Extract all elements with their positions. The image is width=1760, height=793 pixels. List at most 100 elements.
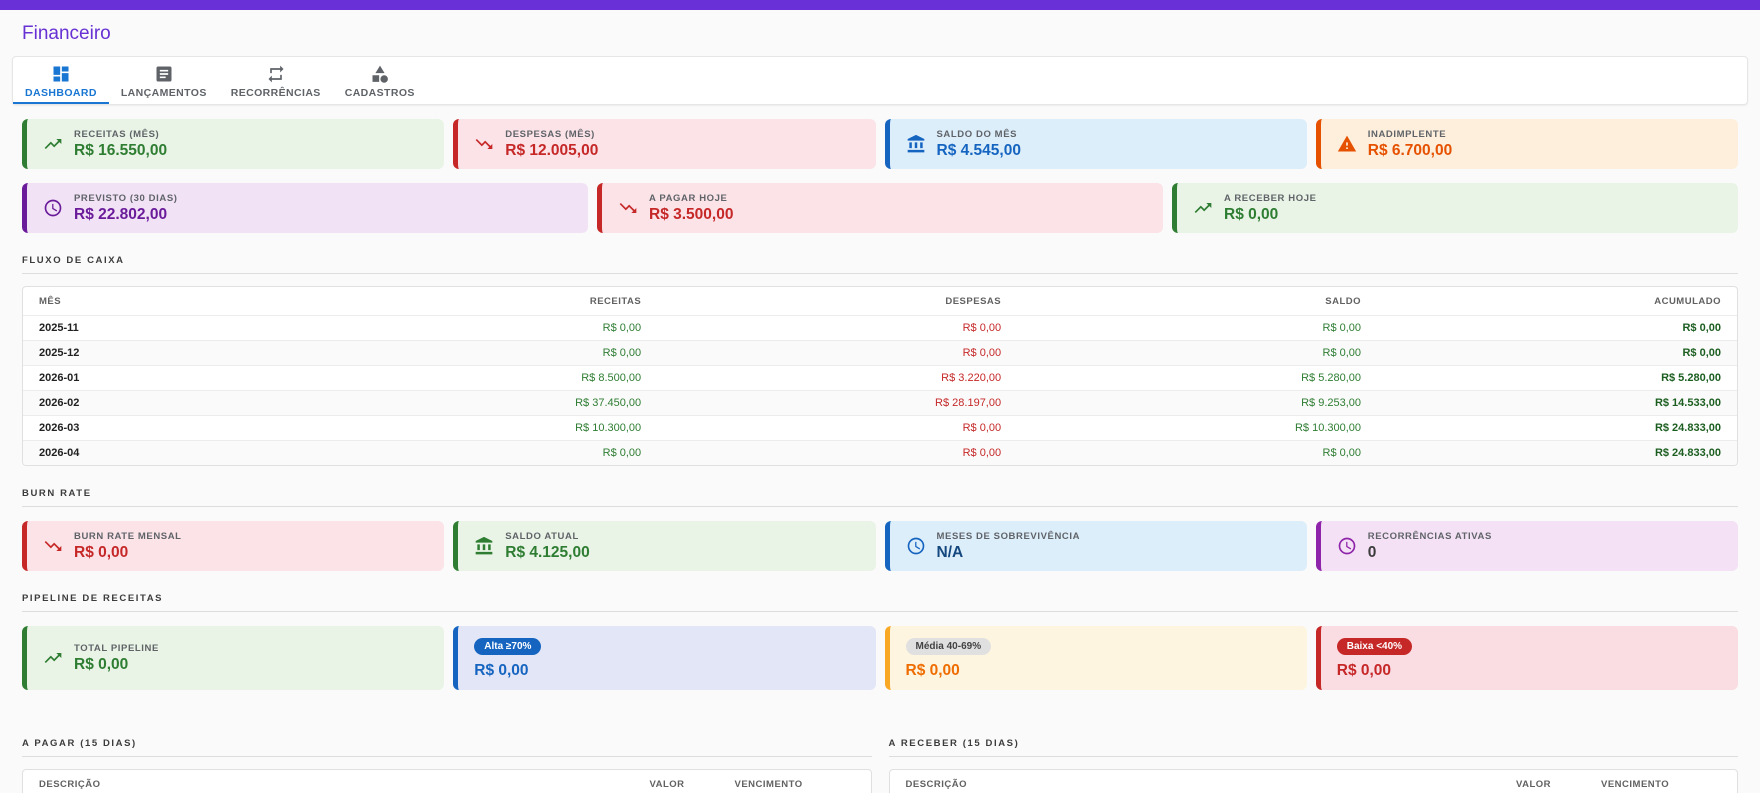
dashboard-icon xyxy=(53,66,69,82)
cashflow-row: 2025-11 R$ 0,00 R$ 0,00 R$ 0,00 R$ 0,00 xyxy=(23,315,1737,341)
bank-icon xyxy=(475,536,493,555)
kpi-label: INADIMPLENTE xyxy=(1367,128,1447,140)
cell-despesas: R$ 0,00 xyxy=(657,340,1018,366)
kpi-value: R$ 12.005,00 xyxy=(505,141,599,159)
cell-despesas: R$ 0,00 xyxy=(657,315,1018,341)
trending-down-icon xyxy=(619,203,637,213)
receivables-table: DESCRIÇÃO VALOR VENCIMENTO Assessoria Ju… xyxy=(888,769,1738,793)
divider xyxy=(22,273,1738,274)
kpi-value: R$ 4.125,00 xyxy=(505,543,590,561)
cashflow-row: 2026-03 R$ 10.300,00 R$ 0,00 R$ 10.300,0… xyxy=(23,415,1737,441)
category-icon xyxy=(372,65,388,83)
burn-rate-row: BURN RATE MENSAL R$ 0,00 SALDO ATUAL R$ … xyxy=(22,521,1738,571)
cell-despesas: R$ 0,00 xyxy=(657,415,1018,441)
section-title-fluxo-de-caixa: FLUXO DE CAIXA xyxy=(22,255,125,266)
cell-saldo: R$ 0,00 xyxy=(1017,315,1378,341)
tab-dashboard[interactable]: DASHBOARD xyxy=(13,57,109,104)
cashflow-row: 2025-12 R$ 0,00 R$ 0,00 R$ 0,00 R$ 0,00 xyxy=(23,340,1737,366)
cell-receitas: R$ 0,00 xyxy=(382,440,658,465)
cell-month: 2026-01 xyxy=(23,365,383,391)
kpi-row-1: RECEITAS (MÊS) R$ 16.550,00 DESPESAS (MÊ… xyxy=(22,119,1738,169)
cell-acumulado: R$ 0,00 xyxy=(1377,315,1737,341)
kpi-value: R$ 4.545,00 xyxy=(936,141,1021,159)
kpi-value: R$ 0,00 xyxy=(905,662,960,679)
probability-badge: Alta ≥70% xyxy=(474,638,542,655)
repeat-icon xyxy=(268,65,284,83)
tab-label: LANÇAMENTOS xyxy=(120,87,207,99)
col-despesas: DESPESAS xyxy=(945,296,1002,307)
tab-lancamentos[interactable]: LANÇAMENTOS xyxy=(109,57,219,104)
tab-recorrencias[interactable]: RECORRÊNCIAS xyxy=(219,57,333,104)
kpi-card-inadimplente: INADIMPLENTE R$ 6.700,00 xyxy=(1315,119,1738,169)
cell-receitas: R$ 10.300,00 xyxy=(382,415,658,441)
kpi-label: SALDO ATUAL xyxy=(505,530,579,542)
cell-acumulado: R$ 24.833,00 xyxy=(1377,415,1737,441)
kpi-label: TOTAL PIPELINE xyxy=(74,642,159,654)
trending-down-icon xyxy=(44,541,62,551)
col-receitas: RECEITAS xyxy=(589,296,642,307)
trending-up-icon xyxy=(44,139,62,149)
col-vencimento: VENCIMENTO xyxy=(734,779,803,790)
cell-despesas: R$ 3.220,00 xyxy=(657,365,1018,391)
top-accent-bar xyxy=(0,0,1760,10)
divider xyxy=(22,506,1738,507)
cell-despesas: R$ 28.197,00 xyxy=(657,390,1018,416)
col-descricao: DESCRIÇÃO xyxy=(905,779,968,790)
payables-header-row: DESCRIÇÃO VALOR VENCIMENTO xyxy=(23,770,871,793)
cashflow-row: 2026-01 R$ 8.500,00 R$ 3.220,00 R$ 5.280… xyxy=(23,365,1737,391)
cell-despesas: R$ 0,00 xyxy=(657,440,1018,465)
cell-month: 2025-12 xyxy=(23,340,383,366)
tab-bar: DASHBOARD LANÇAMENTOS RECORRÊNCIAS CADAS… xyxy=(12,56,1748,105)
cell-saldo: R$ 5.280,00 xyxy=(1017,365,1378,391)
col-valor: VALOR xyxy=(1515,779,1551,790)
cell-month: 2026-04 xyxy=(23,440,383,465)
col-vencimento: VENCIMENTO xyxy=(1601,779,1670,790)
kpi-value: R$ 0,00 xyxy=(1336,662,1392,679)
cashflow-row: 2026-04 R$ 0,00 R$ 0,00 R$ 0,00 R$ 24.83… xyxy=(23,440,1737,465)
pipeline-card-alta: Alta ≥70% R$ 0,00 xyxy=(453,626,876,690)
receivables-header-row: DESCRIÇÃO VALOR VENCIMENTO xyxy=(890,770,1738,793)
kpi-card-total-pipeline: TOTAL PIPELINE R$ 0,00 xyxy=(22,626,445,690)
kpi-value: N/A xyxy=(936,543,964,561)
kpi-value: R$ 22.802,00 xyxy=(74,205,168,223)
trending-up-icon xyxy=(1194,203,1212,213)
section-title-burn-rate: BURN RATE xyxy=(22,488,92,499)
clock-icon xyxy=(907,537,924,555)
divider xyxy=(888,756,1738,757)
kpi-label: A PAGAR HOJE xyxy=(649,192,728,204)
tab-cadastros[interactable]: CADASTROS xyxy=(333,57,427,104)
kpi-card-receitas-mes: RECEITAS (MÊS) R$ 16.550,00 xyxy=(22,119,445,169)
probability-badge: Baixa <40% xyxy=(1336,638,1413,655)
warning-icon xyxy=(1337,135,1356,152)
tab-label: DASHBOARD xyxy=(25,87,97,99)
cell-receitas: R$ 0,00 xyxy=(382,340,658,366)
trending-down-icon xyxy=(475,139,493,149)
cell-saldo: R$ 10.300,00 xyxy=(1017,415,1378,441)
kpi-card-burn-rate-mensal: BURN RATE MENSAL R$ 0,00 xyxy=(22,521,445,571)
kpi-card-saldo-mes: SALDO DO MÊS R$ 4.545,00 xyxy=(884,119,1307,169)
pipeline-row: TOTAL PIPELINE R$ 0,00 Alta ≥70% R$ 0,00… xyxy=(22,626,1738,690)
kpi-value: R$ 3.500,00 xyxy=(649,205,734,223)
kpi-card-previsto: PREVISTO (30 DIAS) R$ 22.802,00 xyxy=(22,183,588,233)
cell-receitas: R$ 0,00 xyxy=(382,315,658,341)
kpi-value: R$ 6.700,00 xyxy=(1367,141,1453,159)
page-title: Financeiro xyxy=(22,23,111,44)
cashflow-row: 2026-02 R$ 37.450,00 R$ 28.197,00 R$ 9.2… xyxy=(23,390,1737,416)
cell-saldo: R$ 0,00 xyxy=(1017,440,1378,465)
cell-month: 2026-02 xyxy=(23,390,383,416)
cell-acumulado: R$ 24.833,00 xyxy=(1377,440,1737,465)
kpi-label: A RECEBER HOJE xyxy=(1224,192,1317,204)
kpi-card-despesas-mes: DESPESAS (MÊS) R$ 12.005,00 xyxy=(453,119,876,169)
kpi-label: BURN RATE MENSAL xyxy=(74,530,182,542)
clock-icon xyxy=(1338,537,1356,555)
tab-label: RECORRÊNCIAS xyxy=(230,87,321,99)
cell-receitas: R$ 37.450,00 xyxy=(382,390,658,416)
divider xyxy=(22,756,872,757)
pipeline-card-media: Média 40-69% R$ 0,00 xyxy=(884,626,1307,690)
kpi-label: RECEITAS (MÊS) xyxy=(74,128,160,140)
col-saldo: SALDO xyxy=(1325,296,1362,307)
kpi-card-a-receber-hoje: A RECEBER HOJE R$ 0,00 xyxy=(1172,183,1738,233)
cell-month: 2026-03 xyxy=(23,415,383,441)
kpi-card-meses-sobrevivencia: MESES DE SOBREVIVÊNCIA N/A xyxy=(884,521,1307,571)
cell-month: 2025-11 xyxy=(23,315,383,341)
